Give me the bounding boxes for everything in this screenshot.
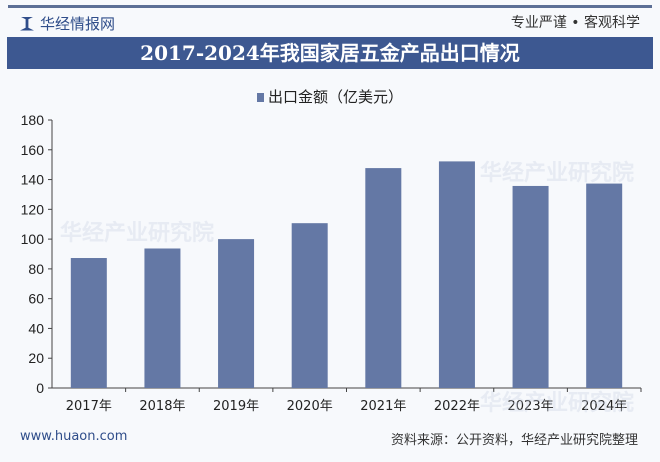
watermark: 华经产业研究院 <box>60 220 214 246</box>
watermark: 华经产业研究院 <box>480 390 634 416</box>
x-tick-label: 2022年 <box>434 399 480 414</box>
x-tick-label: 2023年 <box>508 399 554 414</box>
y-tick-label: 40 <box>28 320 44 336</box>
x-tick-label: 2024年 <box>581 399 627 414</box>
logo: 华经情报网 <box>20 13 115 34</box>
legend-label: 出口金额（亿美元） <box>267 88 403 106</box>
bar-1 <box>144 248 181 388</box>
x-tick-label: 2017年 <box>66 399 112 414</box>
y-tick-label: 0 <box>36 380 44 396</box>
bar-7 <box>586 183 623 388</box>
bar-2 <box>218 239 255 388</box>
legend: 出口金额（亿美元） <box>0 86 660 107</box>
bar-3 <box>291 223 328 388</box>
source-note: 资料来源：公开资料，华经产业研究院整理 <box>390 433 638 448</box>
y-tick-label: 140 <box>21 172 45 188</box>
slogan: 专业严谨 • 客观科学 <box>510 15 640 31</box>
y-tick-label: 60 <box>28 291 44 307</box>
watermark: 华经产业研究院 <box>480 160 634 186</box>
x-tick-label: 2021年 <box>360 399 406 414</box>
y-tick-label: 120 <box>21 201 45 217</box>
x-tick-label: 2020年 <box>287 399 333 414</box>
x-tick-label: 2018年 <box>139 399 185 414</box>
bar-5 <box>438 161 475 388</box>
legend-swatch <box>256 93 264 102</box>
bar-6 <box>512 185 549 388</box>
bar-4 <box>365 168 402 388</box>
chart-title: 2017-2024年我国家居五金产品出口情况 <box>7 37 653 69</box>
y-tick-label: 100 <box>21 231 45 247</box>
y-tick-label: 180 <box>21 112 45 128</box>
y-tick-label: 20 <box>28 350 44 366</box>
top-rule <box>8 5 652 8</box>
website: www.huaon.com <box>20 429 128 444</box>
y-tick-label: 80 <box>28 261 44 277</box>
logo-text: 华经情报网 <box>40 15 116 33</box>
bar-0 <box>70 258 107 388</box>
x-tick-label: 2019年 <box>213 399 259 414</box>
y-tick-label: 160 <box>21 142 45 158</box>
